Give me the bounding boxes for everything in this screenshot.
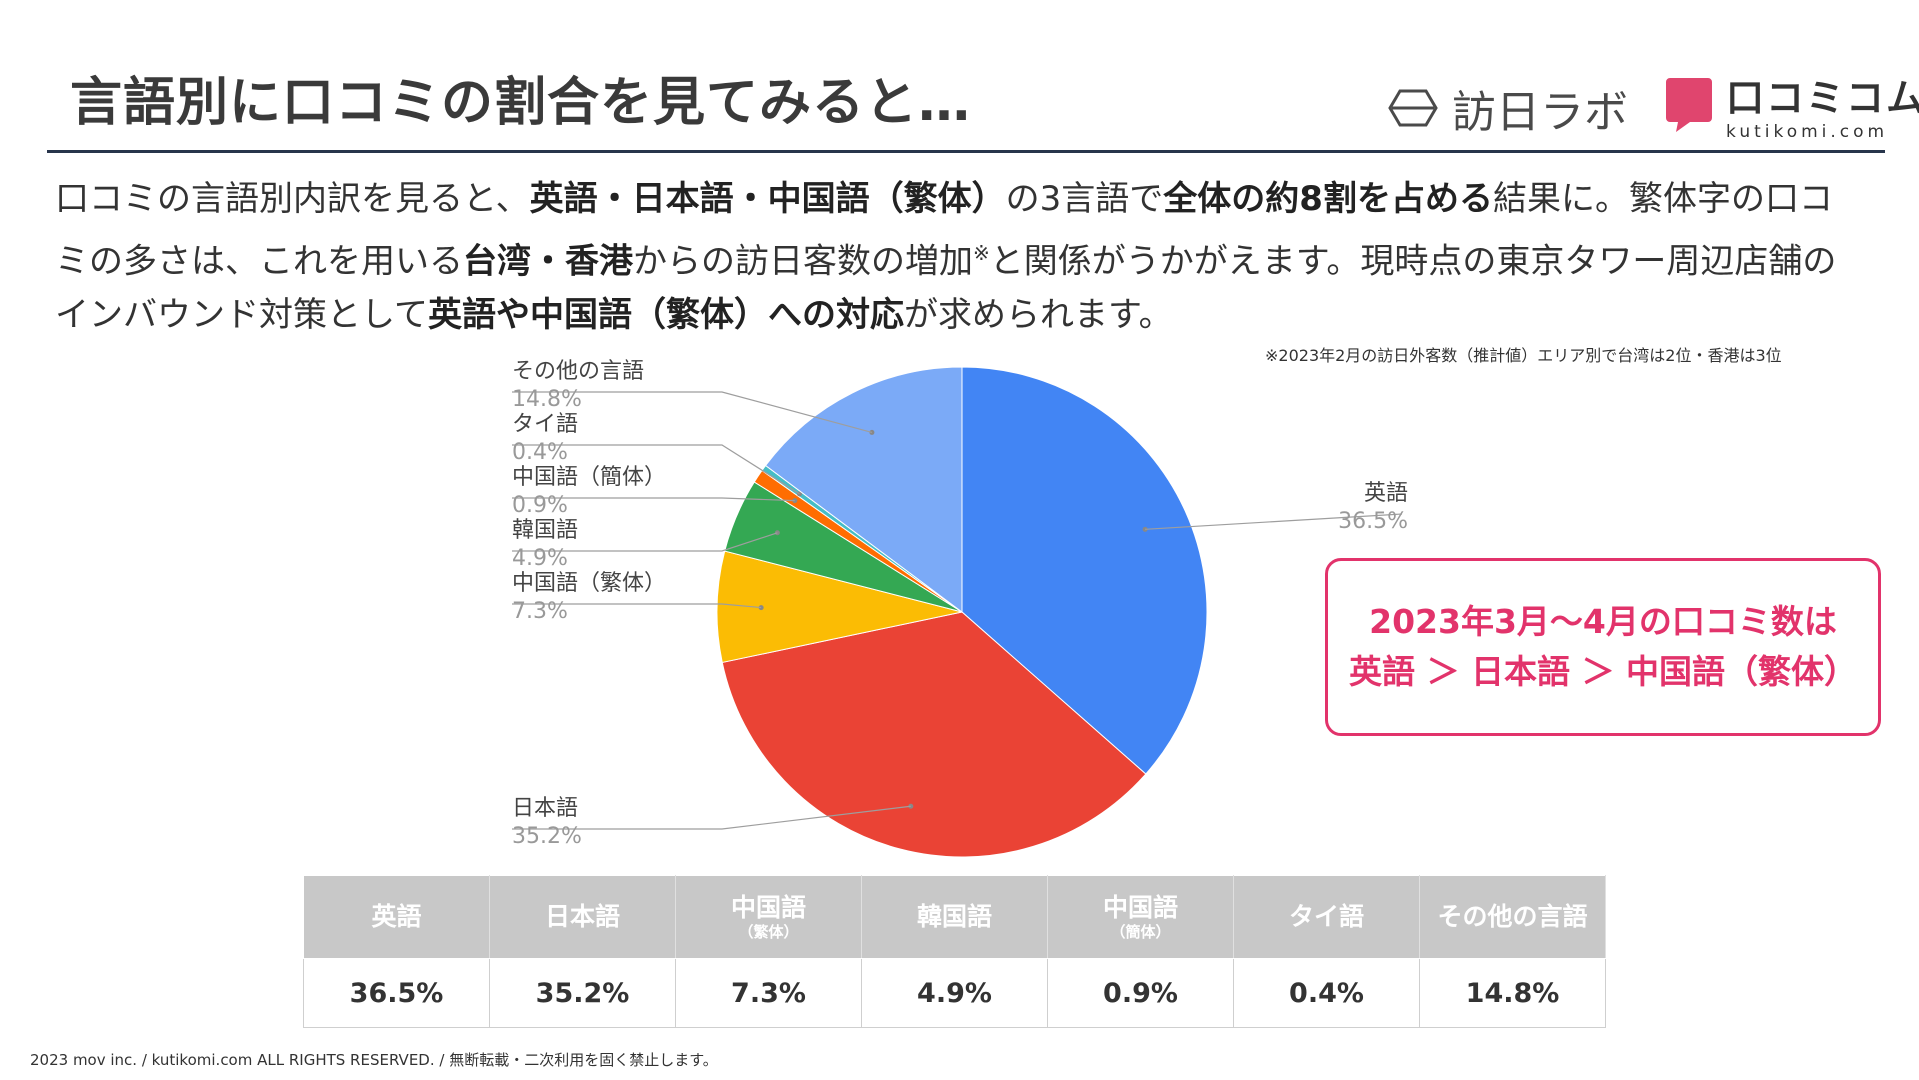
table-cell: 7.3% xyxy=(675,958,862,1028)
houjin-lab-logo: 訪日ラボ xyxy=(1388,80,1628,138)
table-header: タイ語 xyxy=(1233,875,1420,959)
page-title: 言語別に口コミの割合を見てみると… xyxy=(70,73,972,133)
leader-line xyxy=(512,444,800,495)
table-cell: 0.4% xyxy=(1233,958,1420,1028)
table-header: 英語 xyxy=(303,875,490,959)
kutikomi-name: 口コミコム xyxy=(1726,76,1919,120)
language-share-table: 英語 日本語 中国語 （繁体） 韓国語 中国語 （簡体） タイ語 その他の言語 36… xyxy=(303,875,1606,1028)
callout-line-1: 2023年3月～4月の口コミ数は xyxy=(1369,602,1837,641)
slice-percent: 36.5% xyxy=(1338,509,1408,534)
table-header: 韓国語 xyxy=(861,875,1048,959)
slice-label: その他の言語 xyxy=(512,359,644,384)
table-header: 中国語 （繁体） xyxy=(675,875,862,959)
slice-label: 中国語（繁体） xyxy=(512,571,666,596)
slice-label: 韓国語 xyxy=(512,518,578,543)
slice-label: 中国語（簡体） xyxy=(512,465,666,490)
pie-slice xyxy=(721,611,1147,858)
speech-bubble-logo-icon xyxy=(1666,78,1712,132)
slice-label: 英語 xyxy=(1364,481,1408,506)
slice-label: 日本語 xyxy=(512,796,578,821)
slice-percent: 0.9% xyxy=(512,493,568,518)
table-row: 36.5% 35.2% 7.3% 4.9% 0.9% 0.4% 14.8% xyxy=(303,958,1606,1028)
table-header: 中国語 （簡体） xyxy=(1047,875,1234,959)
leader-line xyxy=(512,603,762,609)
kutikomi-logo: 口コミコム kutikomi.com xyxy=(1666,78,1919,142)
kutikomi-domain: kutikomi.com xyxy=(1726,122,1889,142)
slice-label: タイ語 xyxy=(512,412,578,437)
table-cell: 36.5% xyxy=(303,958,490,1028)
table-cell: 0.9% xyxy=(1047,958,1234,1028)
pie-slice xyxy=(764,366,963,613)
leader-line xyxy=(512,532,778,552)
table-header-row: 英語 日本語 中国語 （繁体） 韓国語 中国語 （簡体） タイ語 その他の言語 xyxy=(303,875,1606,959)
callout-line-2: 英語 ＞ 日本語 ＞ 中国語（繁体） xyxy=(1349,652,1857,691)
slice-percent: 0.4% xyxy=(512,440,568,465)
houjin-lab-name: 訪日ラボ xyxy=(1452,87,1628,138)
slice-percent: 7.3% xyxy=(512,599,568,624)
leader-line xyxy=(1145,513,1403,530)
pie-slice xyxy=(961,366,1208,775)
copyright: 2023 mov inc. / kutikomi.com ALL RIGHTS … xyxy=(30,1051,718,1069)
callout-box: 2023年3月～4月の口コミ数は 英語 ＞ 日本語 ＞ 中国語（繁体） xyxy=(1325,558,1881,736)
slice-percent: 4.9% xyxy=(512,546,568,571)
table-cell: 14.8% xyxy=(1419,958,1606,1028)
table-cell: 4.9% xyxy=(861,958,1048,1028)
pie-slice xyxy=(716,550,963,664)
slice-percent: 14.8% xyxy=(512,387,582,412)
title-divider xyxy=(47,150,1885,153)
footnote: ※2023年2月の訪日外客数（推計値）エリア別で台湾は2位・香港は3位 xyxy=(1265,346,1782,365)
table-header: 日本語 xyxy=(489,875,676,959)
intro-paragraph: 口コミの言語別内訳を見ると、英語・日本語・中国語（繁体）の3言語で全体の約8割を… xyxy=(55,179,1837,336)
leader-line xyxy=(512,805,911,830)
leader-line xyxy=(512,497,795,502)
slice-percent: 35.2% xyxy=(512,824,582,849)
hexagon-logo-icon xyxy=(1388,89,1438,127)
leader-line xyxy=(512,391,873,434)
table-header: その他の言語 xyxy=(1419,875,1606,959)
table-cell: 35.2% xyxy=(489,958,676,1028)
